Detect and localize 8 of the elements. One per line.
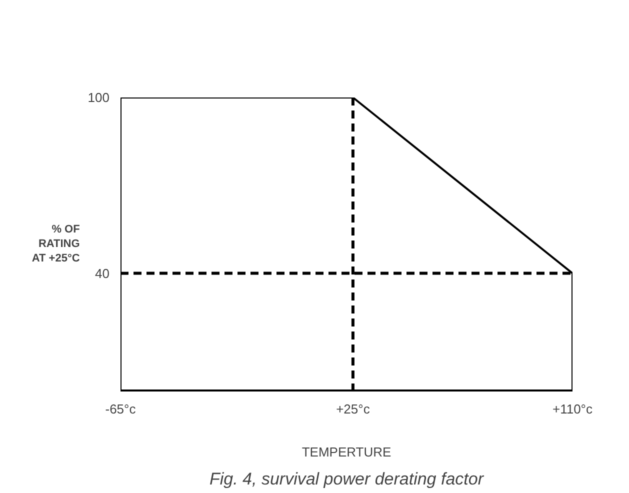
x-tick-label: -65°c bbox=[105, 402, 136, 416]
caption: Fig. 4, survival power derating factor bbox=[209, 470, 485, 488]
y-axis-title: % OF RATING AT +25°C bbox=[32, 224, 80, 264]
y-tick-label: 40 bbox=[95, 266, 110, 281]
x-tick-label: +25°c bbox=[336, 402, 370, 416]
x-tick-label: +110°c bbox=[552, 402, 594, 416]
x-axis-title: TEMPERTURE bbox=[302, 444, 392, 460]
y-tick-label: 100 bbox=[88, 90, 110, 105]
